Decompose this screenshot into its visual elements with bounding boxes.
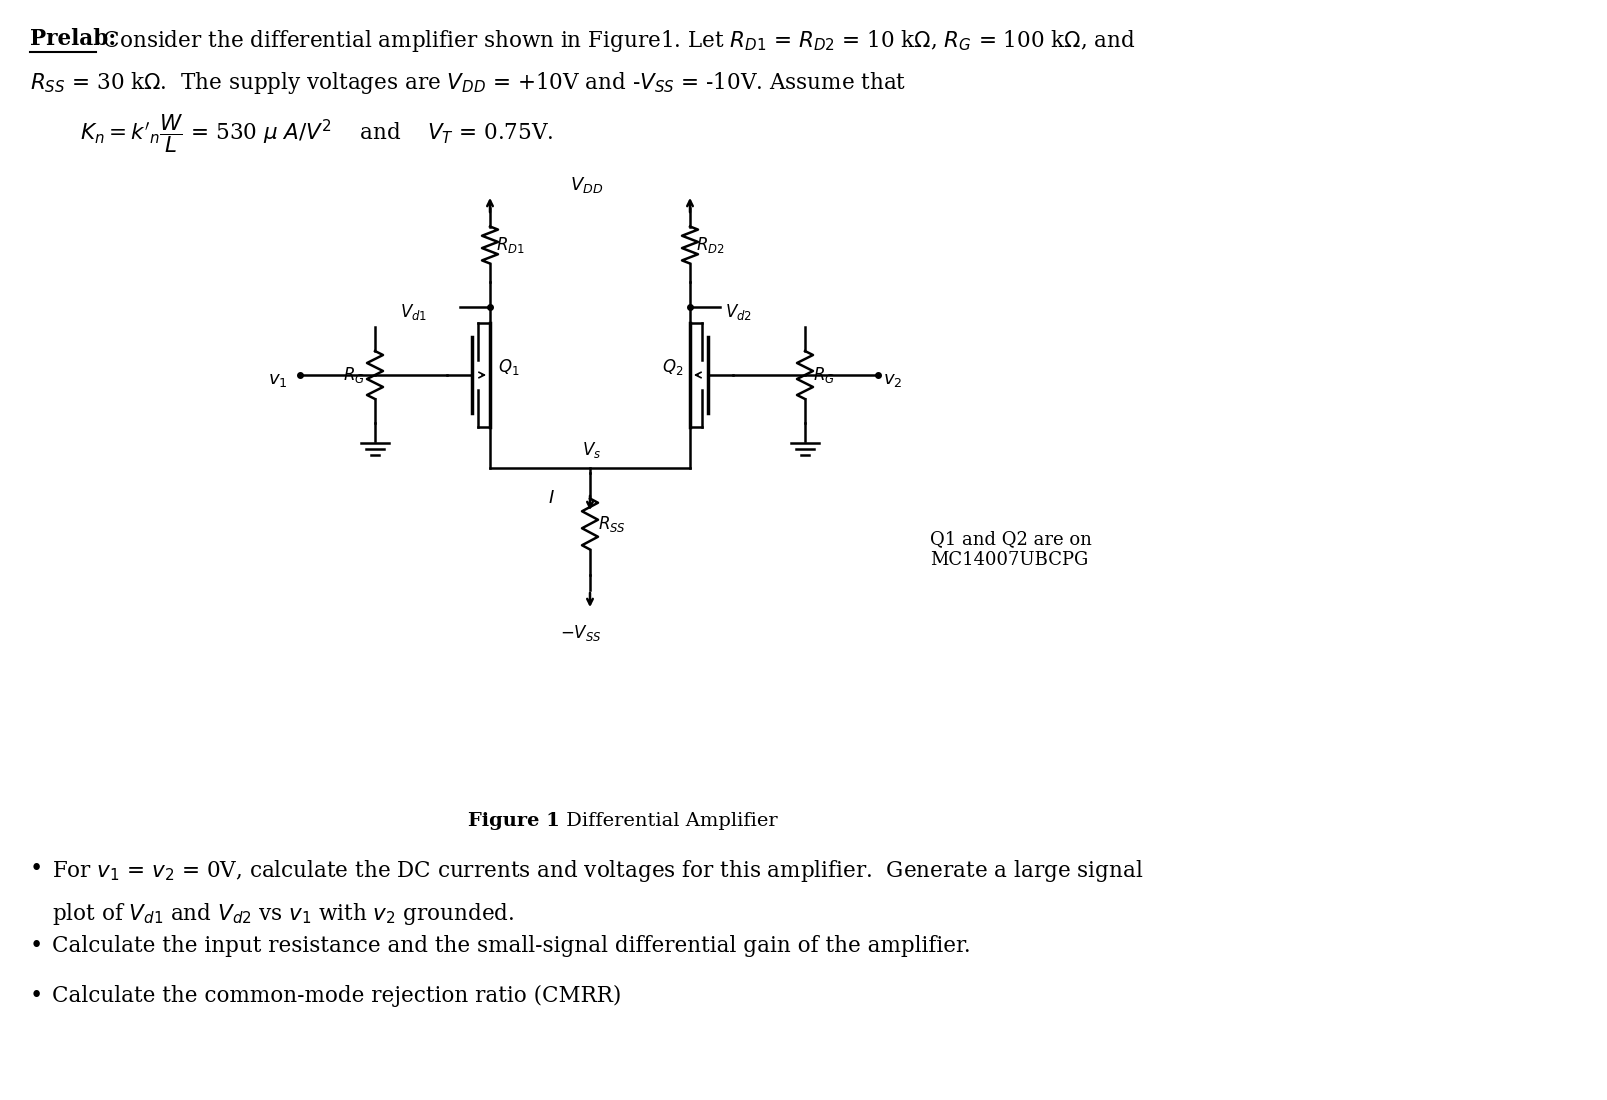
Text: •: • [31, 858, 43, 880]
Text: $R_{D2}$: $R_{D2}$ [696, 235, 725, 255]
Text: Consider the differential amplifier shown in Figure1. Let $R_{D1}$ = $R_{D2}$ = : Consider the differential amplifier show… [96, 28, 1135, 54]
Text: $V_s$: $V_s$ [582, 440, 601, 460]
Text: $R_{SS}$ = 30 k$\Omega$.  The supply voltages are $V_{DD}$ = +10V and -$V_{SS}$ : $R_{SS}$ = 30 k$\Omega$. The supply volt… [31, 70, 906, 96]
Text: •: • [31, 984, 43, 1006]
Text: $v_1$: $v_1$ [268, 371, 288, 389]
Text: Q1 and Q2 are on
MC14007UBCPG: Q1 and Q2 are on MC14007UBCPG [929, 530, 1091, 569]
Text: •: • [31, 935, 43, 957]
Text: $v_2$: $v_2$ [882, 371, 902, 389]
Text: $V_{d1}$: $V_{d1}$ [400, 302, 427, 322]
Text: $R_{SS}$: $R_{SS}$ [598, 514, 625, 534]
Text: Prelab:: Prelab: [31, 28, 116, 50]
Text: $V_{DD}$: $V_{DD}$ [569, 175, 603, 195]
Text: Figure 1: Figure 1 [468, 812, 559, 830]
Text: $I$: $I$ [548, 490, 554, 507]
Text: $R_G$: $R_G$ [813, 365, 834, 385]
Text: Differential Amplifier: Differential Amplifier [559, 812, 778, 830]
Text: $R_{D1}$: $R_{D1}$ [495, 235, 524, 255]
Text: Calculate the common-mode rejection ratio (CMRR): Calculate the common-mode rejection rati… [51, 984, 620, 1008]
Text: $V_{d2}$: $V_{d2}$ [725, 302, 752, 322]
Text: For $v_1$ = $v_2$ = 0V, calculate the DC currents and voltages for this amplifie: For $v_1$ = $v_2$ = 0V, calculate the DC… [51, 858, 1143, 884]
Text: $Q_1$: $Q_1$ [498, 358, 519, 377]
Text: Calculate the input resistance and the small-signal differential gain of the amp: Calculate the input resistance and the s… [51, 935, 971, 957]
Text: plot of $V_{d1}$ and $V_{d2}$ vs $v_1$ with $v_2$ grounded.: plot of $V_{d1}$ and $V_{d2}$ vs $v_1$ w… [51, 901, 514, 927]
Text: $Q_2$: $Q_2$ [662, 358, 683, 377]
Text: $K_n = k'_n\dfrac{W}{L}$ = 530 $\mu$ $A/V^2$    and    $V_T$ = 0.75V.: $K_n = k'_n\dfrac{W}{L}$ = 530 $\mu$ $A/… [80, 112, 553, 155]
Text: $R_G$: $R_G$ [342, 365, 365, 385]
Text: $-V_{SS}$: $-V_{SS}$ [559, 623, 601, 643]
